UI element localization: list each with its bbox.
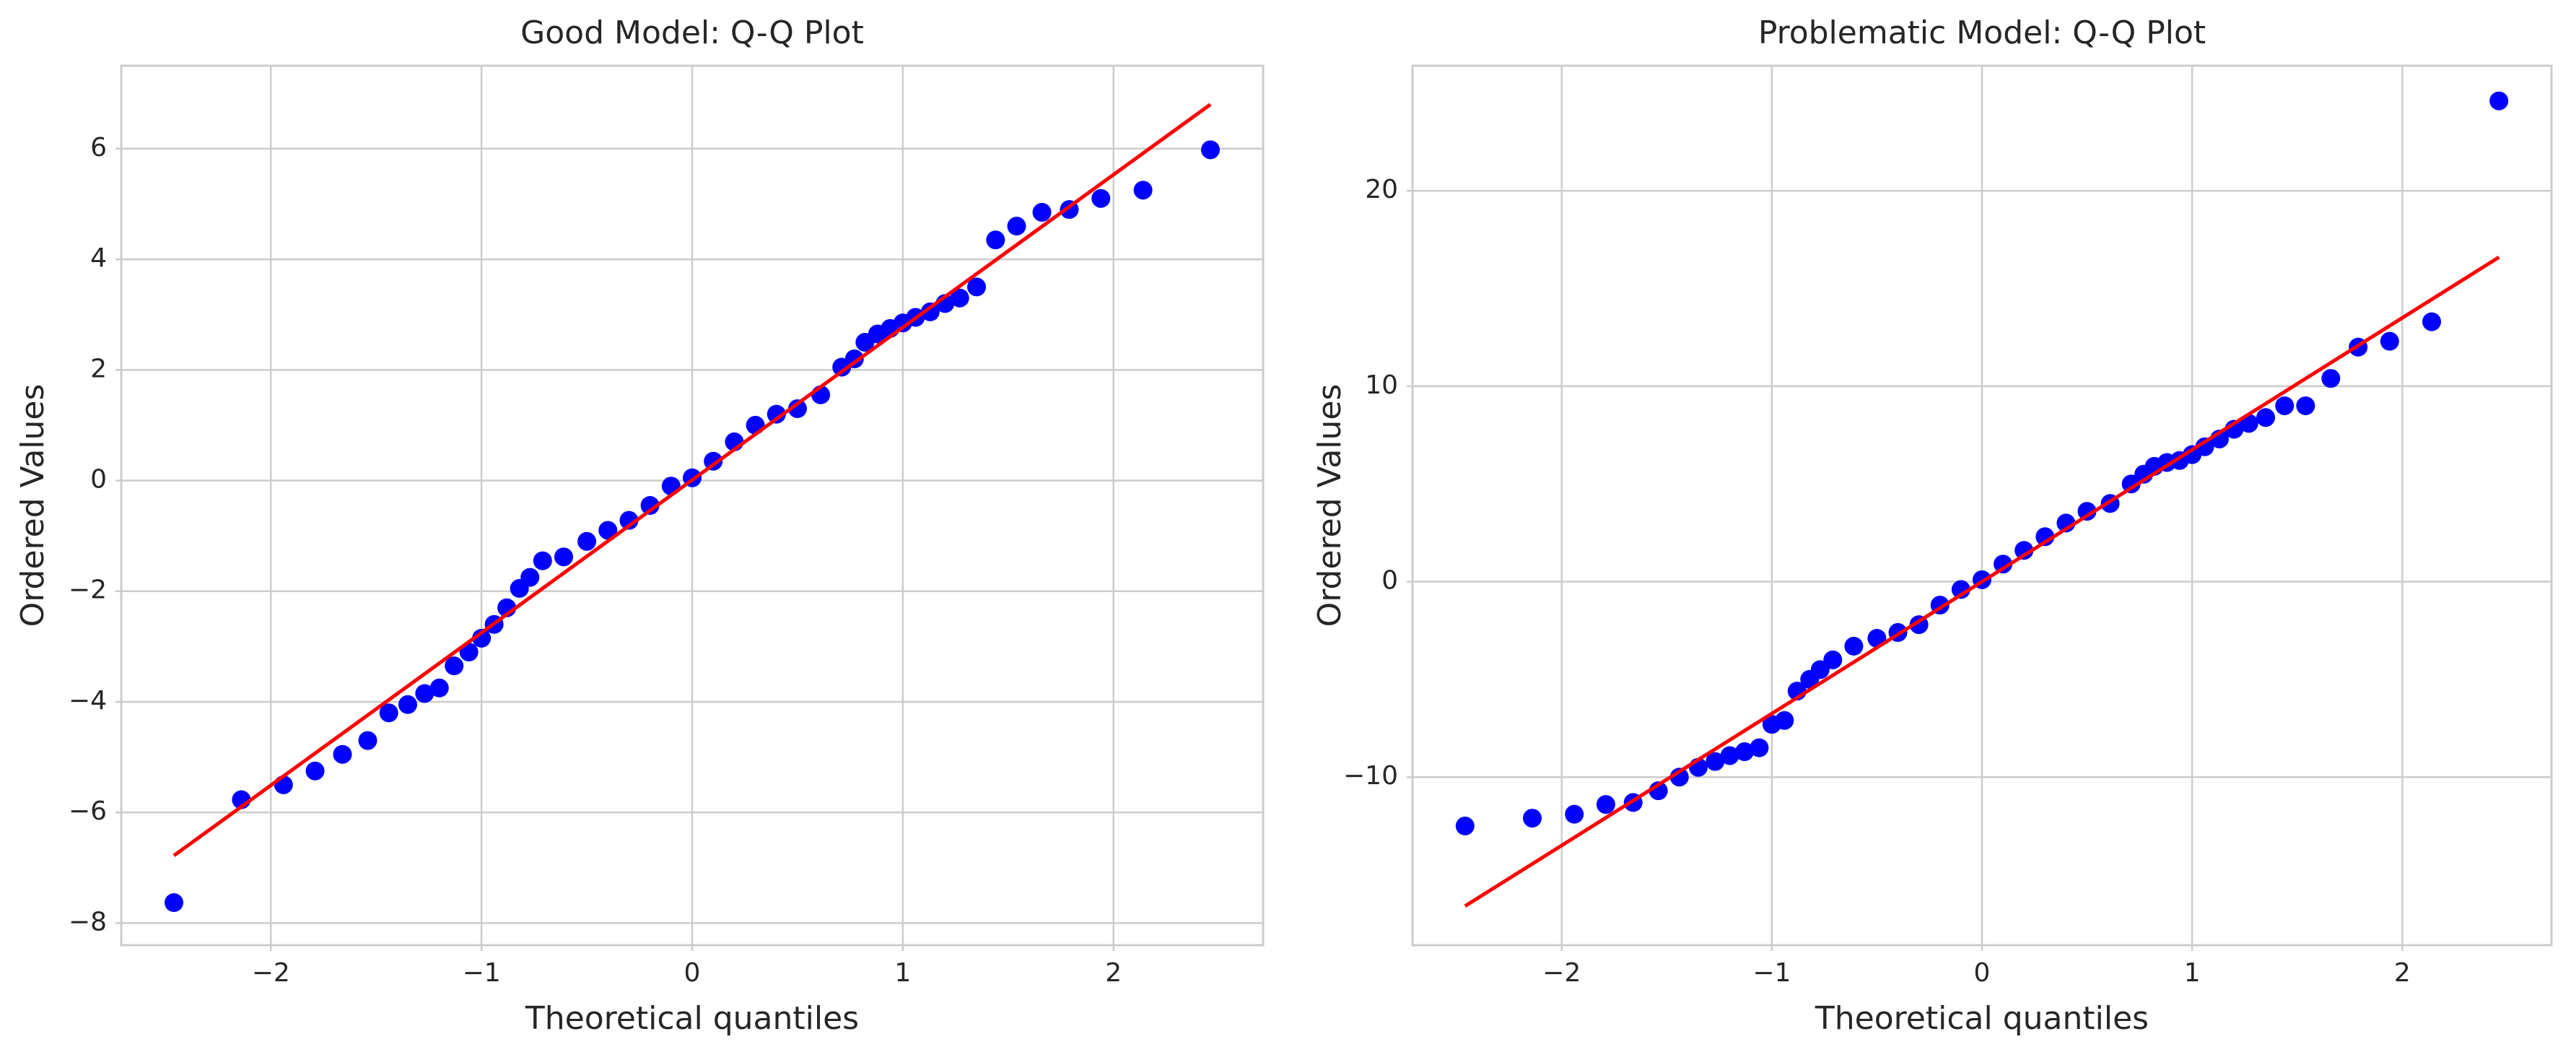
x-tick-label: 0 xyxy=(1974,958,1991,988)
y-tick-label: −10 xyxy=(1343,761,1398,791)
data-point xyxy=(640,496,660,515)
data-point xyxy=(445,656,464,676)
data-point xyxy=(1994,555,2013,574)
y-tick-label: 6 xyxy=(90,133,107,162)
data-point xyxy=(986,230,1005,250)
data-point xyxy=(305,761,325,781)
data-point xyxy=(472,628,492,648)
data-point xyxy=(787,399,807,418)
x-tick-label: −1 xyxy=(463,958,501,988)
data-point xyxy=(333,744,352,764)
data-point xyxy=(2422,312,2442,331)
data-point xyxy=(1720,746,1739,765)
y-tick-label: 2 xyxy=(90,354,107,383)
data-point xyxy=(2489,91,2509,110)
data-point xyxy=(577,531,597,551)
data-point xyxy=(967,277,987,297)
y-tick-label: 20 xyxy=(1365,175,1398,204)
y-tick-label: 0 xyxy=(1381,566,1398,596)
y-axis-label: Ordered Values xyxy=(1311,384,1348,627)
data-point xyxy=(1032,203,1052,222)
data-point xyxy=(164,893,183,913)
data-point xyxy=(2321,369,2341,388)
data-point xyxy=(520,568,540,587)
data-point xyxy=(1565,804,1584,824)
data-point xyxy=(379,703,398,723)
data-point xyxy=(533,551,552,570)
data-point xyxy=(1201,140,1221,160)
data-point xyxy=(619,511,639,530)
y-tick-label: −2 xyxy=(69,575,107,605)
axes-frame xyxy=(1411,64,2553,947)
data-point xyxy=(1522,809,1542,828)
data-point xyxy=(1735,742,1755,762)
data-point xyxy=(1455,816,1475,835)
data-point xyxy=(358,731,377,750)
data-point xyxy=(1810,660,1830,679)
x-axis-label: Theoretical quantiles xyxy=(1815,1000,2149,1037)
fit-line xyxy=(173,103,1212,857)
panel: −2 −1 0 1 2 −8 −6 −4 −2 0 2 4 6 Good Model: Q-Q Plot T… xyxy=(14,14,1265,1037)
x-tick-label: −2 xyxy=(1542,958,1581,988)
y-tick-label: −6 xyxy=(69,796,107,826)
data-point xyxy=(415,684,435,703)
data-point xyxy=(1844,636,1864,656)
x-axis-label: Theoretical quantiles xyxy=(525,1000,859,1037)
data-point xyxy=(2256,408,2276,427)
data-point xyxy=(950,288,969,308)
x-tick-label: 1 xyxy=(894,958,911,988)
y-axis-label: Ordered Values xyxy=(14,384,51,627)
x-tick-label: 1 xyxy=(2184,958,2201,988)
y-tick-label: 0 xyxy=(90,465,107,495)
data-point xyxy=(398,695,417,714)
data-point xyxy=(2195,437,2214,456)
data-point xyxy=(2077,502,2097,521)
chart-title: Problematic Model: Q-Q Plot xyxy=(1758,14,2206,51)
data-point xyxy=(767,404,786,424)
data-point xyxy=(1596,795,1615,814)
data-point xyxy=(2275,396,2295,415)
x-tick-label: 0 xyxy=(684,958,701,988)
data-point xyxy=(2035,527,2055,547)
data-point xyxy=(1133,181,1153,200)
data-point xyxy=(2296,396,2315,415)
data-point xyxy=(1007,217,1026,236)
data-point xyxy=(1775,711,1794,730)
y-tick-label: −8 xyxy=(69,907,107,937)
x-tick-label: −2 xyxy=(252,958,290,988)
data-point xyxy=(1951,580,1970,599)
x-tick-label: −1 xyxy=(1752,958,1791,988)
data-point xyxy=(1823,650,1843,669)
y-tick-label: 10 xyxy=(1365,370,1398,400)
data-point xyxy=(2014,541,2034,560)
data-point xyxy=(844,349,864,368)
data-point xyxy=(2121,474,2141,494)
fit-line xyxy=(1464,256,2500,908)
data-point xyxy=(746,415,765,435)
data-point xyxy=(704,451,723,471)
data-point xyxy=(598,521,618,540)
data-point xyxy=(554,547,573,567)
data-point xyxy=(429,678,449,698)
x-tick-label: 2 xyxy=(1105,958,1122,988)
data-point xyxy=(1091,188,1111,208)
chart-title: Good Model: Q-Q Plot xyxy=(520,14,864,51)
data-point xyxy=(1706,752,1725,771)
data-point xyxy=(920,302,940,321)
y-tick-label: −4 xyxy=(69,686,107,716)
axes-frame xyxy=(120,64,1265,947)
data-point xyxy=(1750,738,1769,757)
x-tick-label: 2 xyxy=(2394,958,2411,988)
data-point xyxy=(2380,331,2399,351)
y-tick-label: 4 xyxy=(90,243,107,273)
